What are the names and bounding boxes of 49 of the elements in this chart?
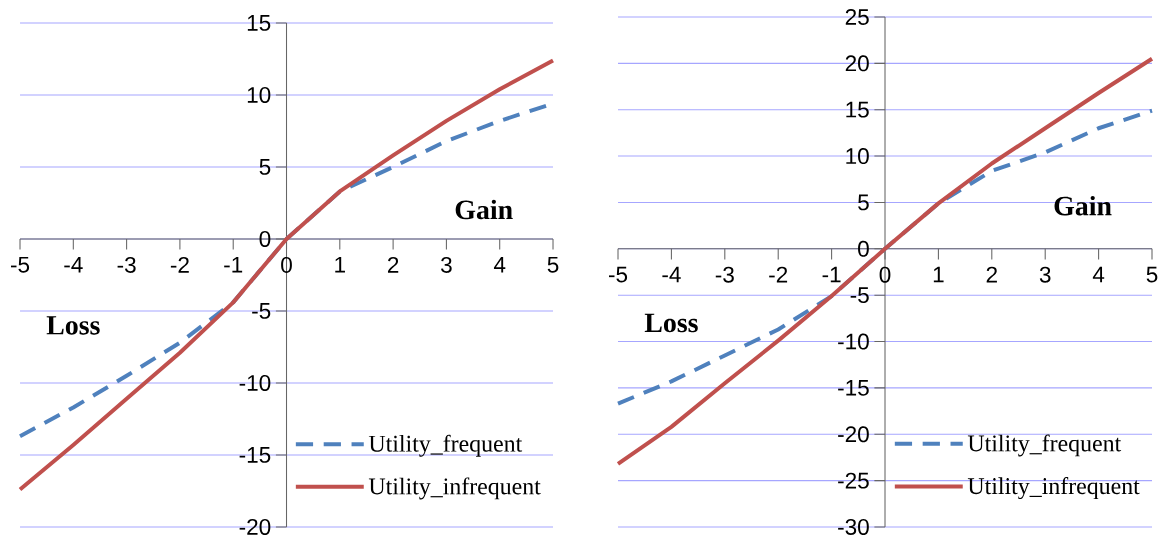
x-tick-label: 1 [335, 256, 345, 273]
x-tick-label: -2 [769, 266, 788, 283]
annotation: Gain [1054, 195, 1112, 216]
x-tick-label: 3 [1039, 266, 1051, 283]
x-tick-label: 5 [547, 256, 559, 273]
y-tick-label: 0 [858, 240, 869, 257]
y-tick-label: 20 [845, 55, 869, 72]
x-tick-label: -4 [662, 266, 681, 283]
x-tick-label: -3 [715, 266, 734, 283]
y-tick-label: -20 [838, 426, 869, 443]
y-tick-label: -5 [850, 287, 869, 304]
annotation: Loss [644, 313, 698, 333]
x-tick-label: -1 [822, 266, 841, 283]
y-tick-label: 10 [247, 87, 271, 103]
y-tick-label: 5 [858, 194, 869, 211]
x-tick-label: 3 [440, 256, 452, 273]
x-tick-label: -1 [224, 256, 243, 273]
legend-label: Utility_infrequent [967, 477, 1140, 500]
y-tick-label: -15 [838, 380, 869, 396]
y-tick-label: 15 [846, 101, 869, 118]
annotation: Gain [455, 199, 513, 220]
y-tick-label: 15 [247, 15, 271, 31]
x-tick-label: -2 [170, 256, 189, 273]
x-tick-label: 4 [493, 256, 506, 273]
y-tick-label: 10 [846, 148, 869, 165]
x-tick-label: -3 [117, 256, 136, 273]
y-tick-label: 25 [845, 9, 869, 25]
y-tick-label: 5 [259, 159, 271, 175]
x-tick-label: 1 [933, 266, 944, 283]
x-tick-label: -4 [64, 256, 83, 273]
legend-label: Utility_infrequent [368, 477, 541, 500]
x-tick-label: 4 [1092, 266, 1105, 283]
legend-label: Utility_frequent [368, 434, 523, 457]
y-tick-label: 0 [259, 231, 271, 247]
annotation: Loss [46, 316, 100, 335]
y-tick-label: -10 [838, 333, 869, 350]
y-tick-label: -10 [239, 375, 271, 391]
x-tick-label: -5 [10, 256, 30, 273]
x-tick-label: -5 [608, 266, 628, 283]
legend-label: Utility_frequent [967, 434, 1122, 457]
y-tick-label: -30 [838, 519, 869, 535]
y-tick-label: -25 [838, 472, 869, 489]
x-tick-label: 2 [387, 256, 399, 273]
y-tick-label: -5 [252, 303, 271, 319]
y-tick-label: -15 [239, 447, 271, 463]
y-tick-label: -20 [239, 519, 271, 535]
x-tick-label: 0 [879, 266, 891, 283]
x-tick-label: 2 [986, 266, 997, 283]
x-tick-label: 5 [1146, 266, 1158, 283]
